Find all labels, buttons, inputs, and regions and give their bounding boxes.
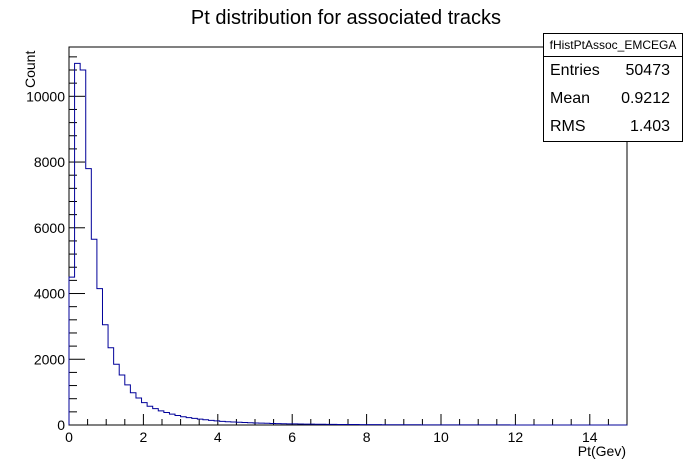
x-tick-label: 10 <box>433 429 449 445</box>
stats-label: Mean <box>550 90 591 107</box>
stats-label: Entries <box>550 62 600 79</box>
stats-box: fHistPtAssoc_EMCEGA Entries 50473 Mean 0… <box>543 33 683 142</box>
y-tick-label: 10000 <box>26 88 65 104</box>
x-tick-label: 0 <box>65 429 73 445</box>
x-tick-label: 12 <box>508 429 524 445</box>
stats-row-mean: Mean 0.9212 <box>544 85 682 113</box>
axis-tick-labels: 0 2 4 6 8 10 12 14 0 2000 4000 6000 8000 10000 <box>26 88 598 445</box>
x-tick-label: 2 <box>140 429 148 445</box>
stats-histogram-name: fHistPtAssoc_EMCEGA <box>544 34 682 57</box>
y-axis-label: Count <box>22 51 38 88</box>
axis-ticks <box>68 56 628 426</box>
x-axis-label: Pt(Gev) <box>578 443 626 459</box>
stats-row-rms: RMS 1.403 <box>544 113 682 141</box>
stats-value: 1.403 <box>629 118 670 135</box>
stats-value: 50473 <box>625 62 671 79</box>
stats-row-entries: Entries 50473 <box>544 57 682 85</box>
y-tick-label: 8000 <box>34 154 65 170</box>
chart-title: Pt distribution for associated tracks <box>191 7 501 29</box>
histogram-series <box>68 62 628 426</box>
stats-value: 0.9212 <box>621 90 670 107</box>
x-tick-label: 6 <box>288 429 296 445</box>
y-tick-label: 2000 <box>34 351 65 367</box>
x-tick-label: 8 <box>363 429 371 445</box>
y-tick-label: 4000 <box>34 286 65 302</box>
y-tick-label: 0 <box>57 417 65 433</box>
y-tick-label: 6000 <box>34 220 65 236</box>
x-tick-label: 4 <box>214 429 222 445</box>
x-tick-label: 14 <box>582 429 598 445</box>
stats-label: RMS <box>550 118 586 135</box>
